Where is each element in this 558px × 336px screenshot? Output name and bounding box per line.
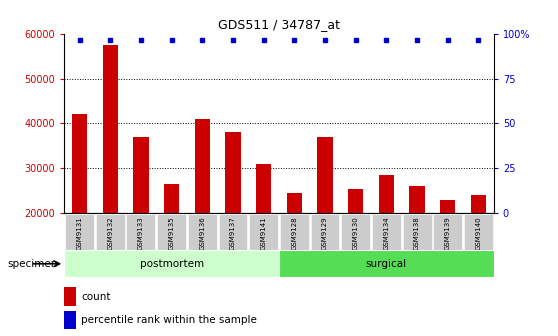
Bar (72, 115, 87, 303)
Bar (157, 214, 186, 250)
Text: GSM9139: GSM9139 (445, 216, 451, 250)
Text: GSM9129: GSM9129 (322, 216, 328, 250)
Bar (280, 214, 309, 250)
Bar (464, 214, 493, 250)
Text: GSM9128: GSM9128 (291, 216, 297, 250)
Bar (410, 186, 425, 303)
Bar (379, 175, 394, 303)
Bar (249, 214, 278, 250)
Bar (471, 195, 486, 303)
Text: GSM9136: GSM9136 (199, 216, 205, 250)
Bar (372, 214, 401, 250)
Text: GSM9141: GSM9141 (261, 216, 267, 250)
Bar (127, 214, 155, 250)
Bar (403, 214, 431, 250)
Bar (318, 137, 333, 303)
Text: specimen: specimen (7, 259, 57, 269)
Text: GSM9132: GSM9132 (107, 216, 113, 250)
Text: GSM9135: GSM9135 (169, 216, 175, 250)
Text: GSM9130: GSM9130 (353, 216, 359, 250)
Text: GSM9137: GSM9137 (230, 216, 236, 250)
Bar (440, 200, 455, 303)
Bar (348, 188, 363, 303)
Text: GSM9133: GSM9133 (138, 216, 144, 250)
Bar (103, 45, 118, 303)
Bar (65, 214, 94, 250)
Text: GSM9138: GSM9138 (414, 216, 420, 250)
Text: surgical: surgical (366, 259, 407, 269)
Text: percentile rank within the sample: percentile rank within the sample (81, 315, 257, 325)
Bar (96, 214, 124, 250)
Bar (256, 164, 271, 303)
Bar (311, 214, 339, 250)
Text: GSM9140: GSM9140 (475, 216, 482, 250)
Text: count: count (81, 292, 110, 302)
Bar (287, 193, 302, 303)
Bar (188, 214, 217, 250)
Text: GSM9134: GSM9134 (383, 216, 389, 250)
Bar (279, 250, 494, 277)
Bar (133, 137, 148, 303)
Bar (164, 184, 179, 303)
Bar (225, 132, 240, 303)
Text: GSM9131: GSM9131 (76, 216, 83, 250)
Text: postmortem: postmortem (140, 259, 204, 269)
Bar (219, 214, 247, 250)
Bar (64, 250, 279, 277)
Bar (341, 214, 370, 250)
Title: GDS511 / 34787_at: GDS511 / 34787_at (218, 18, 340, 31)
Bar (434, 214, 462, 250)
Bar (195, 119, 210, 303)
